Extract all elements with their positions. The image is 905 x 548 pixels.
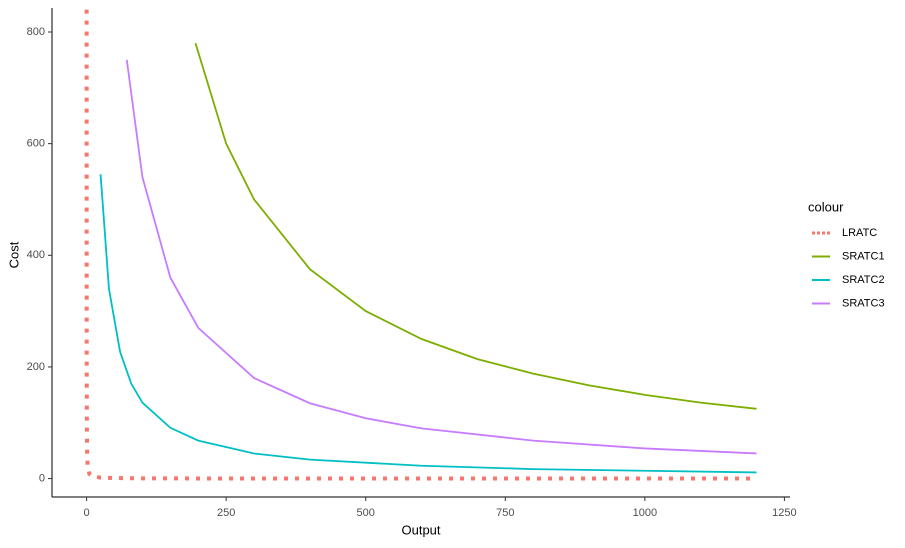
y-tick-label: 400 xyxy=(27,249,45,261)
x-axis-title: Output xyxy=(401,522,440,537)
legend-text: SRATC2 xyxy=(842,274,885,286)
data-line xyxy=(194,42,757,410)
y-tick-label: 600 xyxy=(27,138,45,150)
x-tick-label: 0 xyxy=(84,507,90,519)
y-tick-label: 0 xyxy=(39,472,45,484)
x-tick-label: 1000 xyxy=(633,507,657,519)
data-line xyxy=(84,9,757,481)
y-tick-label: 200 xyxy=(27,361,45,373)
data-line xyxy=(99,174,757,474)
x-tick-label: 250 xyxy=(217,507,235,519)
legend-title: colour xyxy=(808,199,844,214)
legend-text: SRATC1 xyxy=(842,250,885,262)
y-axis-title: Cost xyxy=(6,241,21,268)
legend-text: SRATC3 xyxy=(842,297,885,309)
data-line xyxy=(125,59,757,455)
legend-text: LRATC xyxy=(842,227,877,239)
x-tick-label: 500 xyxy=(357,507,375,519)
x-tick-label: 1250 xyxy=(772,507,796,519)
x-tick-label: 750 xyxy=(496,507,514,519)
y-tick-label: 800 xyxy=(27,26,45,38)
